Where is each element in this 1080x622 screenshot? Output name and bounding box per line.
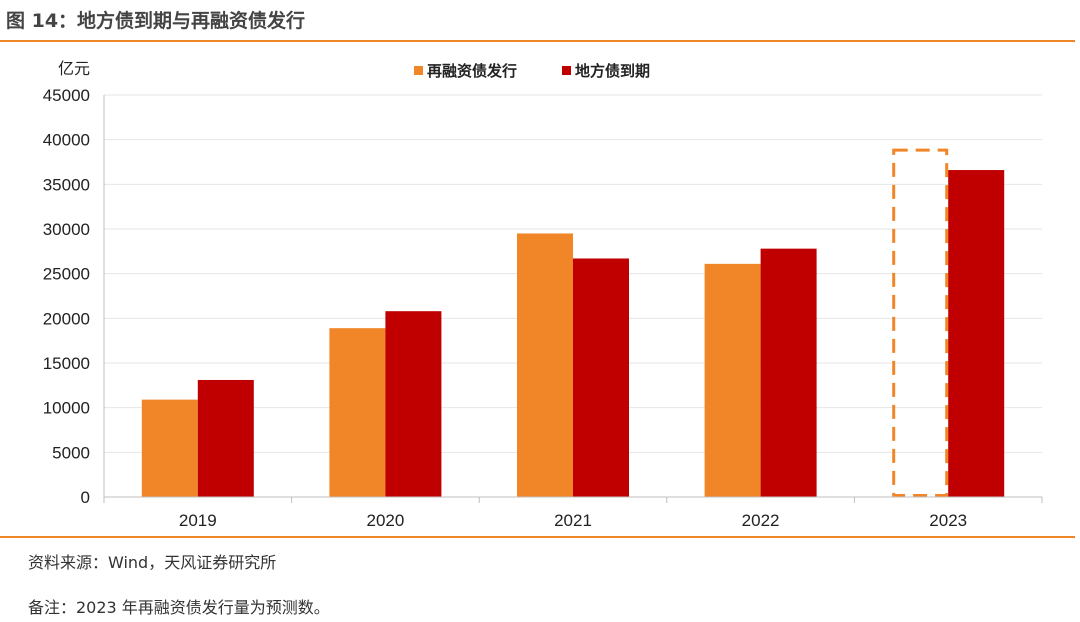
top-rule: [0, 40, 1075, 42]
y-tick-label: 45000: [43, 86, 90, 105]
bar: [948, 170, 1005, 498]
figure-title: 图 14：地方债到期与再融资债发行: [6, 10, 306, 32]
bar: [141, 399, 198, 497]
x-axis: 2019 2020 2021 2022 2023: [103, 496, 1043, 530]
bottom-rule: [0, 536, 1075, 538]
y-tick-label: 25000: [43, 265, 90, 284]
bar: [704, 263, 761, 497]
source-note: 资料来源：Wind，天风证券研究所: [28, 553, 277, 572]
x-tick-label: 2019: [179, 511, 217, 530]
legend-label: 再融资债发行: [427, 62, 517, 80]
bar: [517, 233, 573, 497]
bar: [760, 248, 817, 497]
x-tick-label: 2020: [366, 511, 404, 530]
legend-swatch: [562, 66, 571, 75]
y-tick-label: 20000: [43, 309, 90, 328]
y-axis-ticks: 0 5000 10000 15000 20000 25000 30000 35000 40000…: [43, 86, 105, 507]
bar-forecast: [892, 148, 949, 497]
footnote: 备注：2023 年再融资债发行量为预测数。: [28, 598, 330, 617]
bar-chart: 亿元 0 5000 10000 15000 20000 25000 30000 35000 40…: [43, 59, 1043, 530]
y-tick-label: 35000: [43, 175, 90, 194]
y-tick-label: 15000: [43, 354, 90, 373]
y-tick-label: 40000: [43, 131, 90, 150]
x-tick-label: 2022: [742, 511, 780, 530]
y-tick-label: 10000: [43, 399, 90, 418]
legend: 再融资债发行 地方债到期: [414, 62, 650, 80]
bar: [329, 328, 386, 497]
bar: [197, 379, 254, 497]
bar: [385, 311, 442, 497]
bars: [141, 148, 1005, 498]
y-tick-label: 0: [81, 488, 90, 507]
legend-swatch: [414, 66, 423, 75]
y-tick-label: 5000: [52, 443, 90, 462]
y-axis-unit: 亿元: [58, 59, 90, 78]
legend-label: 地方债到期: [575, 62, 650, 80]
x-tick-label: 2021: [554, 511, 592, 530]
y-tick-label: 30000: [43, 220, 90, 239]
bar: [573, 258, 629, 497]
x-tick-label: 2023: [929, 511, 967, 530]
